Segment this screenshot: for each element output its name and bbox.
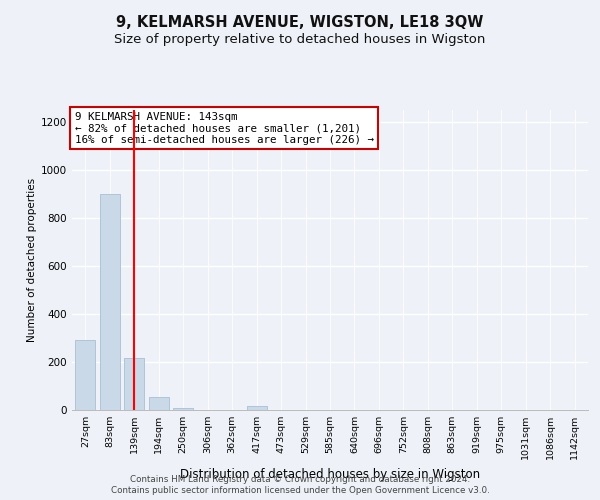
Bar [124,358,145,410]
Text: Contains public sector information licensed under the Open Government Licence v3: Contains public sector information licen… [110,486,490,495]
Y-axis label: Number of detached properties: Number of detached properties [27,178,37,342]
X-axis label: Distribution of detached houses by size in Wigston: Distribution of detached houses by size … [180,468,480,480]
Text: Size of property relative to detached houses in Wigston: Size of property relative to detached ho… [115,32,485,46]
Bar [173,408,193,410]
Bar [149,397,169,410]
Text: 9, KELMARSH AVENUE, WIGSTON, LE18 3QW: 9, KELMARSH AVENUE, WIGSTON, LE18 3QW [116,15,484,30]
Bar [76,340,95,410]
Text: Contains HM Land Registry data © Crown copyright and database right 2024.: Contains HM Land Registry data © Crown c… [130,475,470,484]
Bar [100,194,120,410]
Bar [247,406,266,410]
Text: 9 KELMARSH AVENUE: 143sqm
← 82% of detached houses are smaller (1,201)
16% of se: 9 KELMARSH AVENUE: 143sqm ← 82% of detac… [74,112,374,144]
